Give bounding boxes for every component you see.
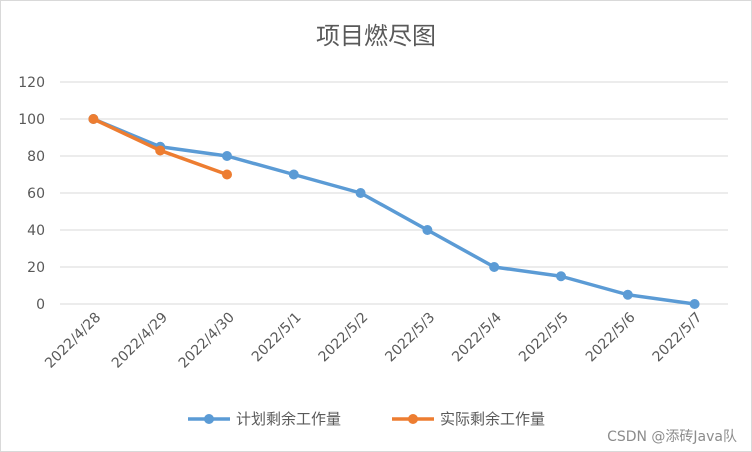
data-point (288, 169, 299, 180)
data-point (422, 225, 433, 235)
legend-label-planned: 计划剩余工作量 (236, 410, 341, 428)
legend-item-actual: 实际剩余工作量 (392, 410, 545, 428)
x-tick-label: 2022/5/2 (316, 310, 372, 366)
legend-marker-planned (204, 414, 214, 424)
y-tick-label: 60 (27, 186, 45, 202)
data-point (355, 188, 366, 198)
data-point (689, 299, 700, 309)
legend: 计划剩余工作量 实际剩余工作量 (188, 410, 545, 428)
series-line-0 (91, 117, 697, 306)
y-tick-label: 40 (27, 223, 45, 239)
data-point (155, 145, 166, 156)
data-point (556, 271, 566, 282)
y-tick-label: 100 (18, 112, 45, 128)
data-point (222, 169, 232, 180)
x-axis-ticks: 2022/4/28 2022/4/29 2022/4/30 2022/5/1 2022/… (42, 309, 705, 371)
data-point (222, 151, 232, 161)
x-tick-label: 2022/5/5 (516, 310, 572, 366)
x-tick-label: 2022/5/4 (449, 309, 505, 365)
y-tick-label: 0 (36, 297, 45, 313)
x-tick-label: 2022/5/6 (583, 309, 639, 365)
y-tick-label: 20 (27, 260, 45, 276)
x-tick-label: 2022/5/1 (249, 310, 305, 366)
gridlines (60, 81, 728, 305)
x-tick-label: 2022/4/28 (42, 310, 104, 372)
chart-title: 项目燃尽图 (316, 22, 436, 50)
y-tick-label: 80 (27, 149, 45, 165)
x-tick-label: 2022/5/7 (650, 310, 706, 366)
watermark: CSDN @添砖Java队 (607, 429, 737, 445)
x-tick-label: 2022/4/30 (176, 310, 238, 372)
data-point (489, 262, 500, 272)
y-axis-ticks: 0 20 40 60 80 100 120 (18, 75, 45, 313)
x-tick-label: 2022/4/29 (109, 310, 171, 372)
series-group (88, 114, 700, 309)
legend-label-actual: 实际剩余工作量 (440, 410, 545, 428)
data-point (88, 114, 99, 124)
y-tick-label: 120 (18, 75, 45, 91)
data-point (622, 289, 633, 300)
legend-marker-actual (408, 414, 418, 424)
legend-item-planned: 计划剩余工作量 (188, 410, 341, 428)
x-tick-label: 2022/5/3 (382, 310, 438, 366)
